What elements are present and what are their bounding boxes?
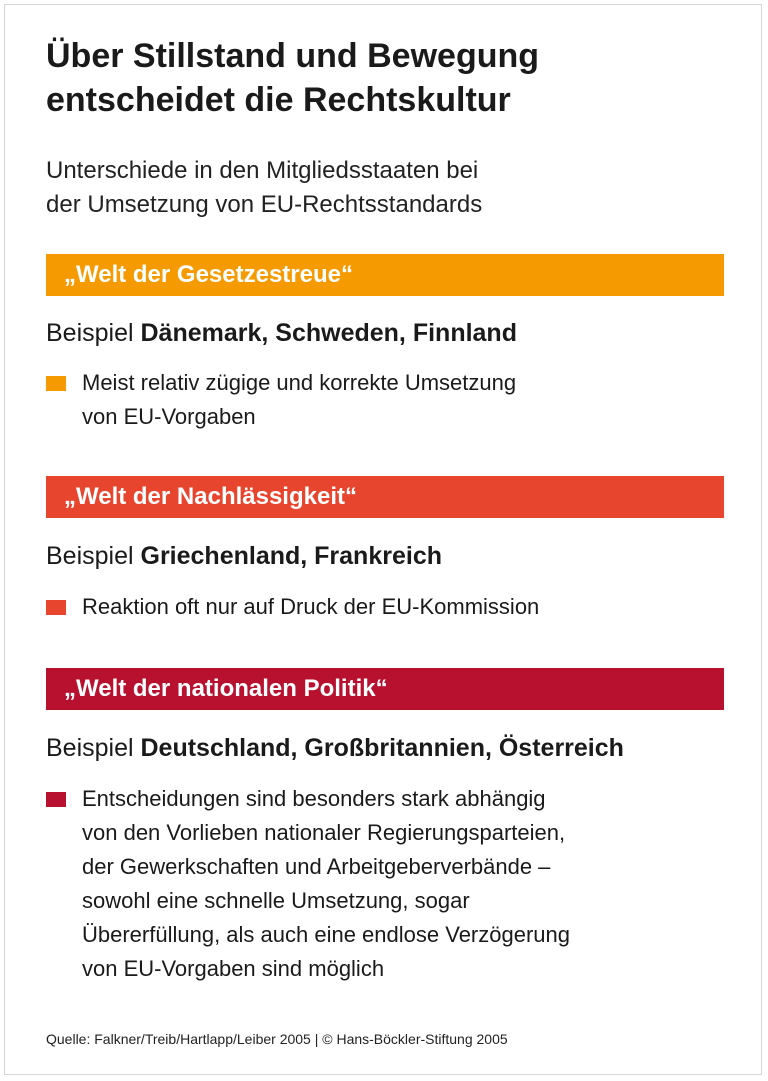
bullet-line: von den Vorlieben nationaler Regierungsp… xyxy=(82,820,566,845)
bullet-line: Meist relativ zügige und korrekte Umsetz… xyxy=(82,370,517,395)
title-line-2: entscheidet die Rechtskultur xyxy=(46,81,511,119)
bullet-line: sowohl eine schnelle Umsetzung, sogar xyxy=(82,888,470,913)
source-citation: Quelle: Falkner/Treib/Hartlapp/Leiber 20… xyxy=(46,1031,508,1047)
infographic-frame xyxy=(4,4,762,1075)
subtitle-line-2: der Umsetzung von EU-Rechtsstandards xyxy=(46,191,483,218)
example-countries: Deutschland, Großbritannien, Österreich xyxy=(140,734,624,762)
bullet-square-icon xyxy=(46,376,66,391)
section-heading-nationale-politik: „Welt der nationalen Politik“ xyxy=(46,668,724,710)
example-gesetzestreue: Beispiel Dänemark, Schweden, Finnland xyxy=(46,318,517,348)
bullet-line: von EU-Vorgaben sind möglich xyxy=(82,956,385,981)
section-heading-nachlaessigkeit: „Welt der Nachlässigkeit“ xyxy=(46,476,724,518)
section-heading-gesetzestreue: „Welt der Gesetzestreue“ xyxy=(46,254,724,296)
example-countries: Griechenland, Frankreich xyxy=(140,542,443,570)
bullet-line: der Gewerkschaften und Arbeitgeberverbän… xyxy=(82,854,551,879)
bullet-line: von EU-Vorgaben xyxy=(82,404,256,429)
example-nachlaessigkeit: Beispiel Griechenland, Frankreich xyxy=(46,541,442,571)
title-line-1: Über Stillstand und Bewegung xyxy=(46,37,540,75)
bullet-square-icon xyxy=(46,600,66,615)
example-prefix: Beispiel xyxy=(46,542,141,570)
bullet-text-nachlaessigkeit: Reaktion oft nur auf Druck der EU-Kommis… xyxy=(82,590,732,624)
bullet-line: Übererfüllung, als auch eine endlose Ver… xyxy=(82,922,570,947)
subtitle-line-1: Unterschiede in den Mitgliedsstaaten bei xyxy=(46,157,479,184)
bullet-line: Entscheidungen sind besonders stark abhä… xyxy=(82,786,546,811)
example-countries: Dänemark, Schweden, Finnland xyxy=(140,319,517,347)
bullet-text-gesetzestreue: Meist relativ zügige und korrekte Umsetz… xyxy=(82,366,732,434)
bullet-text-nationale-politik: Entscheidungen sind besonders stark abhä… xyxy=(82,782,732,986)
subtitle: Unterschiede in den Mitgliedsstaaten bei… xyxy=(46,154,724,222)
example-prefix: Beispiel xyxy=(46,319,141,347)
example-nationale-politik: Beispiel Deutschland, Großbritannien, Ös… xyxy=(46,733,624,763)
page-title: Über Stillstand und Bewegung entscheidet… xyxy=(46,34,724,122)
bullet-line: Reaktion oft nur auf Druck der EU-Kommis… xyxy=(82,594,540,619)
example-prefix: Beispiel xyxy=(46,734,141,762)
bullet-square-icon xyxy=(46,792,66,807)
